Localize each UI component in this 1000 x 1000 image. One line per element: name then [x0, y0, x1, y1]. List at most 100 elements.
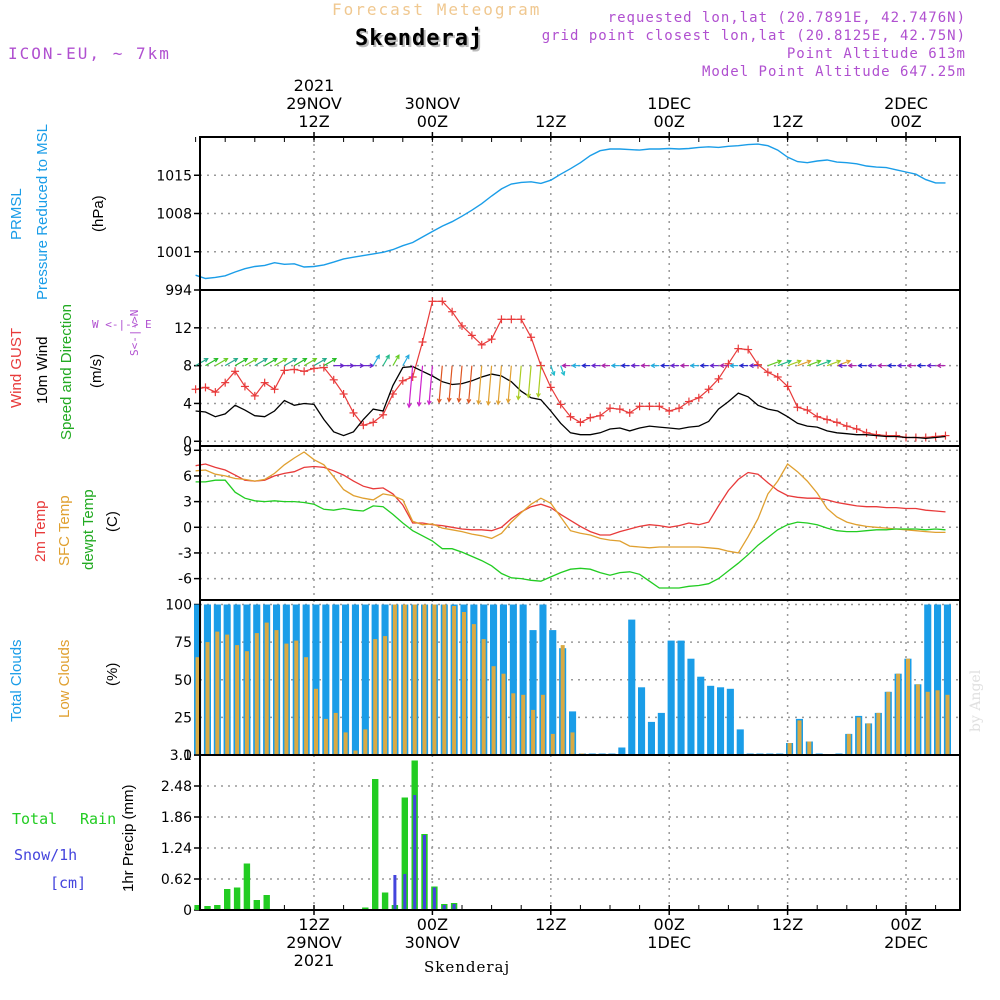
wind-direction-arrowhead: [837, 363, 843, 369]
wind-direction-arrow: [234, 358, 248, 367]
low-clouds-bar: [935, 690, 940, 755]
wind-direction-arrow: [507, 365, 512, 403]
top-time-label: 12Z: [772, 112, 803, 131]
bottom-time-label: 00Z: [890, 915, 921, 934]
low-clouds-bar: [550, 733, 555, 755]
wind-direction-arrowhead: [867, 363, 873, 369]
wind-direction-arrowhead: [292, 357, 298, 363]
wind-direction-arrowhead: [272, 357, 278, 363]
wind-direction-arrowhead: [416, 401, 422, 407]
wind-direction-arrowhead: [536, 392, 541, 398]
total-clouds-bar: [657, 712, 665, 755]
low-clouds-bar: [432, 604, 437, 755]
total-rain-label: Total: [12, 810, 58, 828]
total-clouds-bar: [549, 630, 557, 755]
wind-direction-arrowhead: [857, 363, 863, 369]
total-clouds-bar: [717, 687, 725, 755]
wind-direction-arrowhead: [926, 363, 932, 369]
wind-direction-arrow: [487, 365, 493, 405]
rain-bar: [362, 907, 369, 910]
wind-direction-arrowhead: [826, 359, 832, 365]
wind-direction-arrow: [274, 358, 287, 367]
low-clouds-bar: [570, 732, 575, 755]
model-point-altitude: Model Point Altitude 647.25m: [701, 64, 966, 80]
low-clouds-bar: [235, 645, 240, 755]
rain-bar: [253, 900, 260, 910]
low-clouds-bar: [896, 673, 901, 755]
bottom-time-label: 12Z: [298, 915, 329, 934]
wind-direction-arrowhead: [796, 359, 802, 365]
wind-direction-arrow: [244, 358, 258, 367]
wind-direction-arrowhead: [312, 357, 318, 363]
wind-direction-arrow: [418, 365, 424, 406]
total-clouds-bar: [628, 619, 636, 755]
low-clouds-bar: [333, 712, 338, 755]
low-clouds-bar: [225, 634, 230, 755]
total-clouds-bar: [618, 747, 626, 755]
bottom-time-label: 30NOV: [405, 933, 461, 952]
top-time-label: 12Z: [535, 112, 566, 131]
wind-direction-arrow: [777, 360, 792, 367]
wind-direction-arrow: [560, 365, 565, 376]
precip-y-tick-label: 1.86: [161, 810, 192, 826]
wind-direction-arrowhead: [233, 357, 239, 363]
low-clouds-bar: [787, 743, 792, 755]
temp2m-line: [195, 463, 946, 536]
wind-direction-arrowhead: [406, 403, 412, 409]
wind-direction-arrow: [448, 365, 453, 402]
low-clouds-bar: [501, 673, 506, 755]
pressure-y-tick-label: 1001: [156, 245, 192, 261]
wind-direction-arrowhead: [630, 363, 636, 369]
dewpt-line: [195, 479, 946, 589]
wind-direction-arrowhead: [738, 363, 744, 369]
wind-y-tick-label: 0: [183, 434, 192, 450]
precip-y-tick-label: 1.24: [161, 841, 192, 857]
wind-direction-arrowhead: [816, 359, 822, 365]
precip-y-tick-label: 3.1: [170, 748, 192, 764]
wind-direction-arrowhead: [590, 363, 596, 369]
low-clouds-bar: [462, 612, 466, 755]
wind-direction-arrowhead: [203, 357, 209, 363]
footer-location: Skenderaj: [424, 958, 511, 976]
requested-coords: requested lon,lat (20.7891E, 42.7476N): [607, 10, 966, 26]
total-clouds-bar: [647, 721, 655, 755]
wind-y-tick-label: 12: [174, 321, 192, 337]
total-clouds-bar: [351, 604, 359, 755]
wind-direction-arrow: [477, 365, 483, 404]
wind-direction-arrow: [303, 358, 317, 367]
wind-direction-arrowhead: [302, 357, 308, 363]
total-clouds-bar: [332, 604, 340, 755]
wind-direction-arrow: [313, 358, 327, 367]
precip-y-tick-label: 2.48: [161, 779, 192, 795]
low-clouds-bar: [481, 639, 486, 755]
low-clouds-bar: [886, 691, 891, 755]
low-clouds-bar: [442, 604, 447, 755]
low-clouds-bar: [195, 657, 200, 755]
top-time-label: 00Z: [654, 112, 685, 131]
model-label: ICON-EU, ~ 7km: [8, 44, 171, 63]
top-time-label: 00Z: [890, 112, 921, 131]
rain-bar: [224, 889, 231, 910]
wind-y-tick-label: 8: [183, 359, 192, 375]
point-altitude: Point Altitude 613m: [786, 46, 966, 62]
wind-direction-arrowhead: [476, 399, 482, 406]
wind-direction-arrowhead: [669, 363, 675, 369]
wind-direction-arrow: [468, 365, 473, 403]
low-clouds-bar: [353, 750, 358, 755]
top-time-label: 1DEC: [647, 94, 691, 113]
snow-bar: [413, 795, 417, 910]
low-clouds-bar: [876, 712, 881, 755]
rain-bar: [263, 895, 270, 910]
wind-direction-arrow: [458, 365, 463, 402]
panel-border-4: [199, 754, 961, 911]
wind-direction-arrowhead: [886, 363, 892, 369]
wind-direction-arrowhead: [699, 363, 705, 369]
wind-direction-arrowhead: [405, 354, 410, 360]
wind-direction-arrowhead: [550, 371, 556, 377]
snow-unit: [cm]: [50, 874, 87, 892]
pressure-y-tick-label: 1008: [156, 207, 192, 223]
wind-compass-horizontal: W <-|-> E: [92, 318, 152, 331]
rain-bar: [194, 905, 201, 910]
